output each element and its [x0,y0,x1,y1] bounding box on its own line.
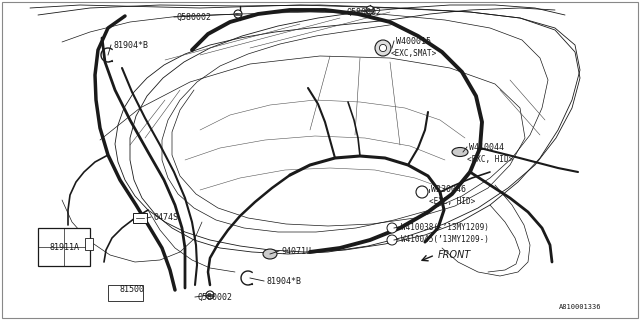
Text: 81500: 81500 [119,284,144,293]
Text: 81904*B: 81904*B [266,276,301,285]
Circle shape [387,223,397,233]
Circle shape [380,44,387,52]
Text: <EXC, HID>: <EXC, HID> [467,155,513,164]
Circle shape [366,6,374,14]
Text: W410045(’13MY1209-): W410045(’13MY1209-) [401,235,489,244]
Circle shape [416,186,428,198]
Text: Q580002: Q580002 [346,7,381,17]
Text: 0474S: 0474S [153,212,178,221]
Text: Q580002: Q580002 [197,292,232,301]
Bar [38,228,90,266]
Text: <EXC,SMAT>: <EXC,SMAT> [391,49,437,58]
Circle shape [375,40,391,56]
Text: <EXC, HID>: <EXC, HID> [429,196,476,205]
Text: A810001336: A810001336 [559,304,602,310]
Text: 81904*B: 81904*B [113,41,148,50]
Circle shape [234,10,242,18]
Circle shape [206,291,214,299]
Text: Q580002: Q580002 [176,12,211,21]
Bar [108,285,143,301]
Bar [133,213,147,223]
Text: 81911A: 81911A [49,243,79,252]
Text: W410038(-’13MY1209): W410038(-’13MY1209) [401,222,489,231]
Text: 94071U: 94071U [281,246,311,255]
Ellipse shape [263,249,277,259]
Text: FRONT: FRONT [438,250,471,260]
Text: W230046: W230046 [431,185,466,194]
Ellipse shape [452,148,468,156]
Text: W400015: W400015 [396,36,431,45]
Bar [85,238,93,250]
Circle shape [387,235,397,245]
Text: W410044: W410044 [469,142,504,151]
